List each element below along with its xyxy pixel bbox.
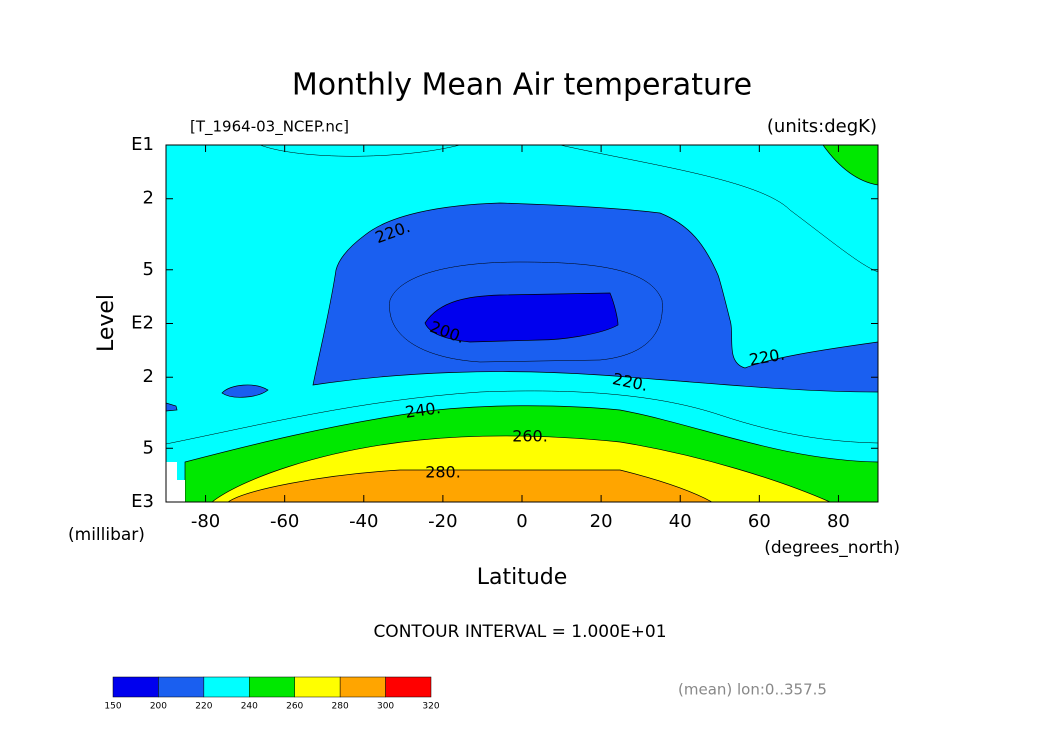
contour-label: 240. — [404, 398, 442, 422]
y-axis-unit: (millibar) — [68, 525, 145, 545]
y-tick-label: 5 — [143, 259, 154, 280]
contour-fill — [166, 402, 178, 412]
colorbar-swatch — [203, 676, 250, 698]
x-tick-label: -20 — [428, 511, 457, 532]
x-tick-label: -40 — [349, 511, 378, 532]
x-tick-label: -80 — [191, 511, 220, 532]
x-tick-label: 20 — [590, 511, 613, 532]
contour-fill — [424, 292, 619, 343]
colorbar-swatch — [385, 676, 432, 698]
x-tick-label: 40 — [669, 511, 692, 532]
x-tick-label: 80 — [827, 511, 850, 532]
contour-line — [389, 261, 663, 363]
x-axis-unit: (degrees_north) — [764, 538, 900, 558]
colorbar-label: 200 — [150, 702, 167, 712]
y-tick-label: 2 — [143, 188, 154, 209]
contour-label: 280. — [425, 463, 461, 482]
x-tick-label: -60 — [270, 511, 299, 532]
colorbar-swatch — [249, 676, 295, 698]
subtitle: [T_1964-03_NCEP.nc] — [190, 118, 349, 137]
units: (units:degK) — [767, 116, 877, 137]
x-tick-label: 0 — [516, 511, 527, 532]
y-tick-label: E3 — [131, 491, 154, 512]
y-tick-label: 2 — [143, 366, 154, 387]
note: (mean) lon:0..357.5 — [678, 681, 827, 699]
missing-data — [166, 462, 185, 502]
contour-fill — [221, 384, 269, 398]
contour-label: 260. — [512, 427, 548, 446]
colorbar-label: 280 — [332, 702, 349, 712]
colorbar-swatch — [294, 676, 341, 698]
colorbar-label: 220 — [195, 702, 212, 712]
colorbar-label: 240 — [241, 702, 258, 712]
contour-fill — [227, 469, 713, 502]
colorbar-swatch — [158, 676, 205, 698]
colorbar-label: 320 — [422, 702, 439, 712]
contour-line — [166, 390, 878, 445]
y-axis-label: Level — [94, 294, 119, 352]
colorbar-swatch — [339, 676, 386, 698]
y-tick-label: E1 — [131, 134, 154, 155]
y-tick-label: 5 — [143, 437, 154, 458]
x-tick-label: 60 — [748, 511, 771, 532]
contour-interval: CONTOUR INTERVAL = 1.000E+01 — [373, 622, 666, 642]
colorbar-label: 260 — [286, 702, 303, 712]
y-tick-label: E2 — [131, 313, 154, 334]
colorbar-label: 300 — [377, 702, 394, 712]
colorbar-label: 150 — [104, 702, 121, 712]
x-axis-label: Latitude — [477, 565, 568, 590]
chart-title: Monthly Mean Air temperature — [292, 68, 752, 103]
contour-field — [166, 145, 878, 502]
contour-line — [259, 145, 878, 273]
colorbar-swatch — [112, 676, 159, 698]
